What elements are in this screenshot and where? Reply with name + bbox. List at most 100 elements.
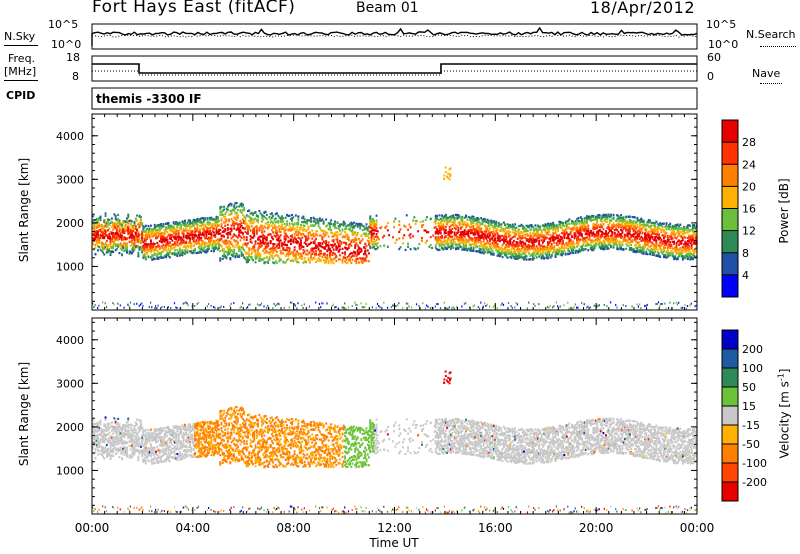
power-cell	[457, 239, 460, 242]
power-cell	[518, 250, 520, 253]
power-cell	[560, 250, 563, 253]
power-cell	[127, 213, 130, 216]
power-cell	[226, 233, 229, 236]
power-cell	[257, 221, 259, 224]
power-cell	[528, 226, 530, 229]
power-cell	[462, 248, 465, 251]
power-cell	[442, 223, 445, 226]
power-cell	[492, 228, 495, 231]
power-cell	[514, 223, 517, 226]
power-cell	[273, 262, 276, 265]
power-cell	[535, 229, 538, 232]
power-cell	[109, 253, 112, 256]
power-cell	[317, 222, 320, 225]
power-cell	[402, 306, 404, 309]
power-cell	[329, 247, 331, 250]
power-cell	[359, 240, 362, 243]
power-cell	[335, 259, 338, 263]
power-cell	[262, 242, 265, 245]
power-cell	[173, 243, 176, 246]
power-cell	[301, 228, 304, 231]
power-cell	[317, 244, 320, 247]
power-cell	[545, 250, 548, 253]
power-cell	[480, 231, 483, 234]
power-cell	[342, 224, 345, 227]
power-cell	[176, 248, 179, 252]
power-cell	[402, 237, 404, 240]
power-cell	[194, 230, 196, 234]
power-cell	[577, 244, 580, 247]
power-cell	[301, 257, 304, 260]
power-cell	[297, 223, 300, 226]
power-cell	[229, 233, 232, 236]
power-cell	[552, 247, 554, 250]
power-cell	[375, 222, 378, 225]
power-cell	[215, 227, 218, 230]
power-cell	[576, 249, 578, 252]
power-cell	[496, 251, 499, 254]
power-cell	[143, 247, 146, 250]
power-cell	[136, 238, 138, 241]
power-cell	[572, 220, 575, 224]
power-cell	[218, 232, 220, 235]
power-cell	[291, 301, 293, 304]
power-cell	[129, 240, 132, 243]
power-cell	[497, 221, 500, 225]
power-cell	[332, 262, 335, 265]
power-cell	[437, 222, 440, 225]
power-cell	[472, 215, 475, 219]
power-cell	[439, 239, 442, 242]
power-cell	[334, 243, 336, 246]
power-cell	[351, 238, 354, 241]
power-cell	[447, 233, 450, 236]
power-cell	[384, 226, 387, 229]
power-cell	[102, 233, 104, 236]
power-cell	[296, 240, 299, 243]
power-cell	[589, 306, 592, 309]
power-cell	[206, 222, 209, 225]
power-cell	[475, 227, 478, 230]
power-cell	[123, 244, 126, 247]
power-cell	[124, 248, 127, 251]
power-cell	[547, 251, 549, 254]
power-cell	[442, 240, 445, 244]
power-cell	[458, 238, 461, 242]
power-cell	[434, 214, 437, 217]
power-cell	[325, 242, 328, 245]
power-cell	[146, 244, 149, 247]
power-cell	[218, 224, 220, 227]
power-cell	[298, 244, 301, 247]
power-cell	[141, 234, 144, 237]
power-cell	[504, 246, 507, 249]
power-cell	[196, 219, 199, 223]
power-cell	[269, 241, 272, 244]
power-cell	[451, 215, 454, 218]
power-cell	[245, 256, 248, 259]
power-cell	[511, 223, 514, 226]
power-cell	[204, 231, 207, 234]
power-cell	[540, 234, 543, 237]
power-cell	[543, 249, 546, 252]
power-cell	[577, 230, 580, 233]
power-cell	[514, 306, 516, 309]
power-cell	[563, 249, 566, 253]
power-cell	[315, 244, 317, 247]
power-cell	[321, 218, 324, 221]
power-cell	[214, 247, 217, 251]
power-cell	[543, 224, 546, 227]
power-cell	[451, 223, 454, 226]
power-cell	[291, 235, 293, 239]
power-cell	[341, 261, 344, 264]
power-cell	[531, 247, 534, 250]
power-cell	[224, 241, 227, 244]
power-cell	[482, 252, 485, 255]
cpid-panel	[91, 87, 698, 110]
power-cell	[325, 245, 328, 248]
power-cell	[158, 233, 161, 236]
power-cell	[214, 222, 217, 225]
power-cell	[218, 228, 220, 231]
power-cell	[534, 227, 537, 230]
power-cell	[568, 249, 571, 252]
power-cell	[153, 223, 156, 227]
power-cell	[271, 236, 273, 239]
